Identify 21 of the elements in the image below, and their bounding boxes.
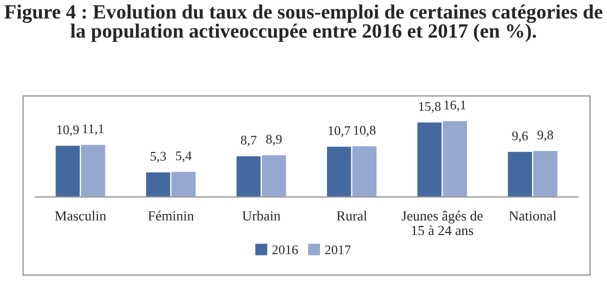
x-tick-label: Urbain <box>242 210 280 221</box>
data-label: 8,7 <box>240 136 257 147</box>
data-label: 5,4 <box>176 151 192 162</box>
data-label: 10,7 <box>328 126 350 138</box>
x-tick-label: National <box>509 210 556 221</box>
data-label: 9,6 <box>512 131 528 142</box>
x-tick-label: Rural <box>336 210 367 221</box>
legend-label: 2017 <box>325 245 351 254</box>
chart-title: Figure 4 : Evolution du taux de sous-emploi de certaines catégories de la population activeoccupée entre 2016 et 2017 (en %). <box>4 4 602 42</box>
data-label: 9,8 <box>537 130 554 142</box>
data-label: 10,9 <box>57 125 79 136</box>
data-label: 10,8 <box>354 126 376 137</box>
x-tick-label: Jeunes âgés de 15 à 24 ans <box>402 210 483 236</box>
x-tick-label: Masculin <box>54 210 106 221</box>
x-tick-label: Féminin <box>148 210 194 221</box>
data-label: 16,1 <box>444 100 466 112</box>
data-label: 5,3 <box>150 152 166 163</box>
data-label: 8,9 <box>266 134 282 146</box>
data-label: 15,8 <box>419 102 441 113</box>
data-label: 11,1 <box>82 124 104 136</box>
legend-label: 2016 <box>272 245 298 254</box>
